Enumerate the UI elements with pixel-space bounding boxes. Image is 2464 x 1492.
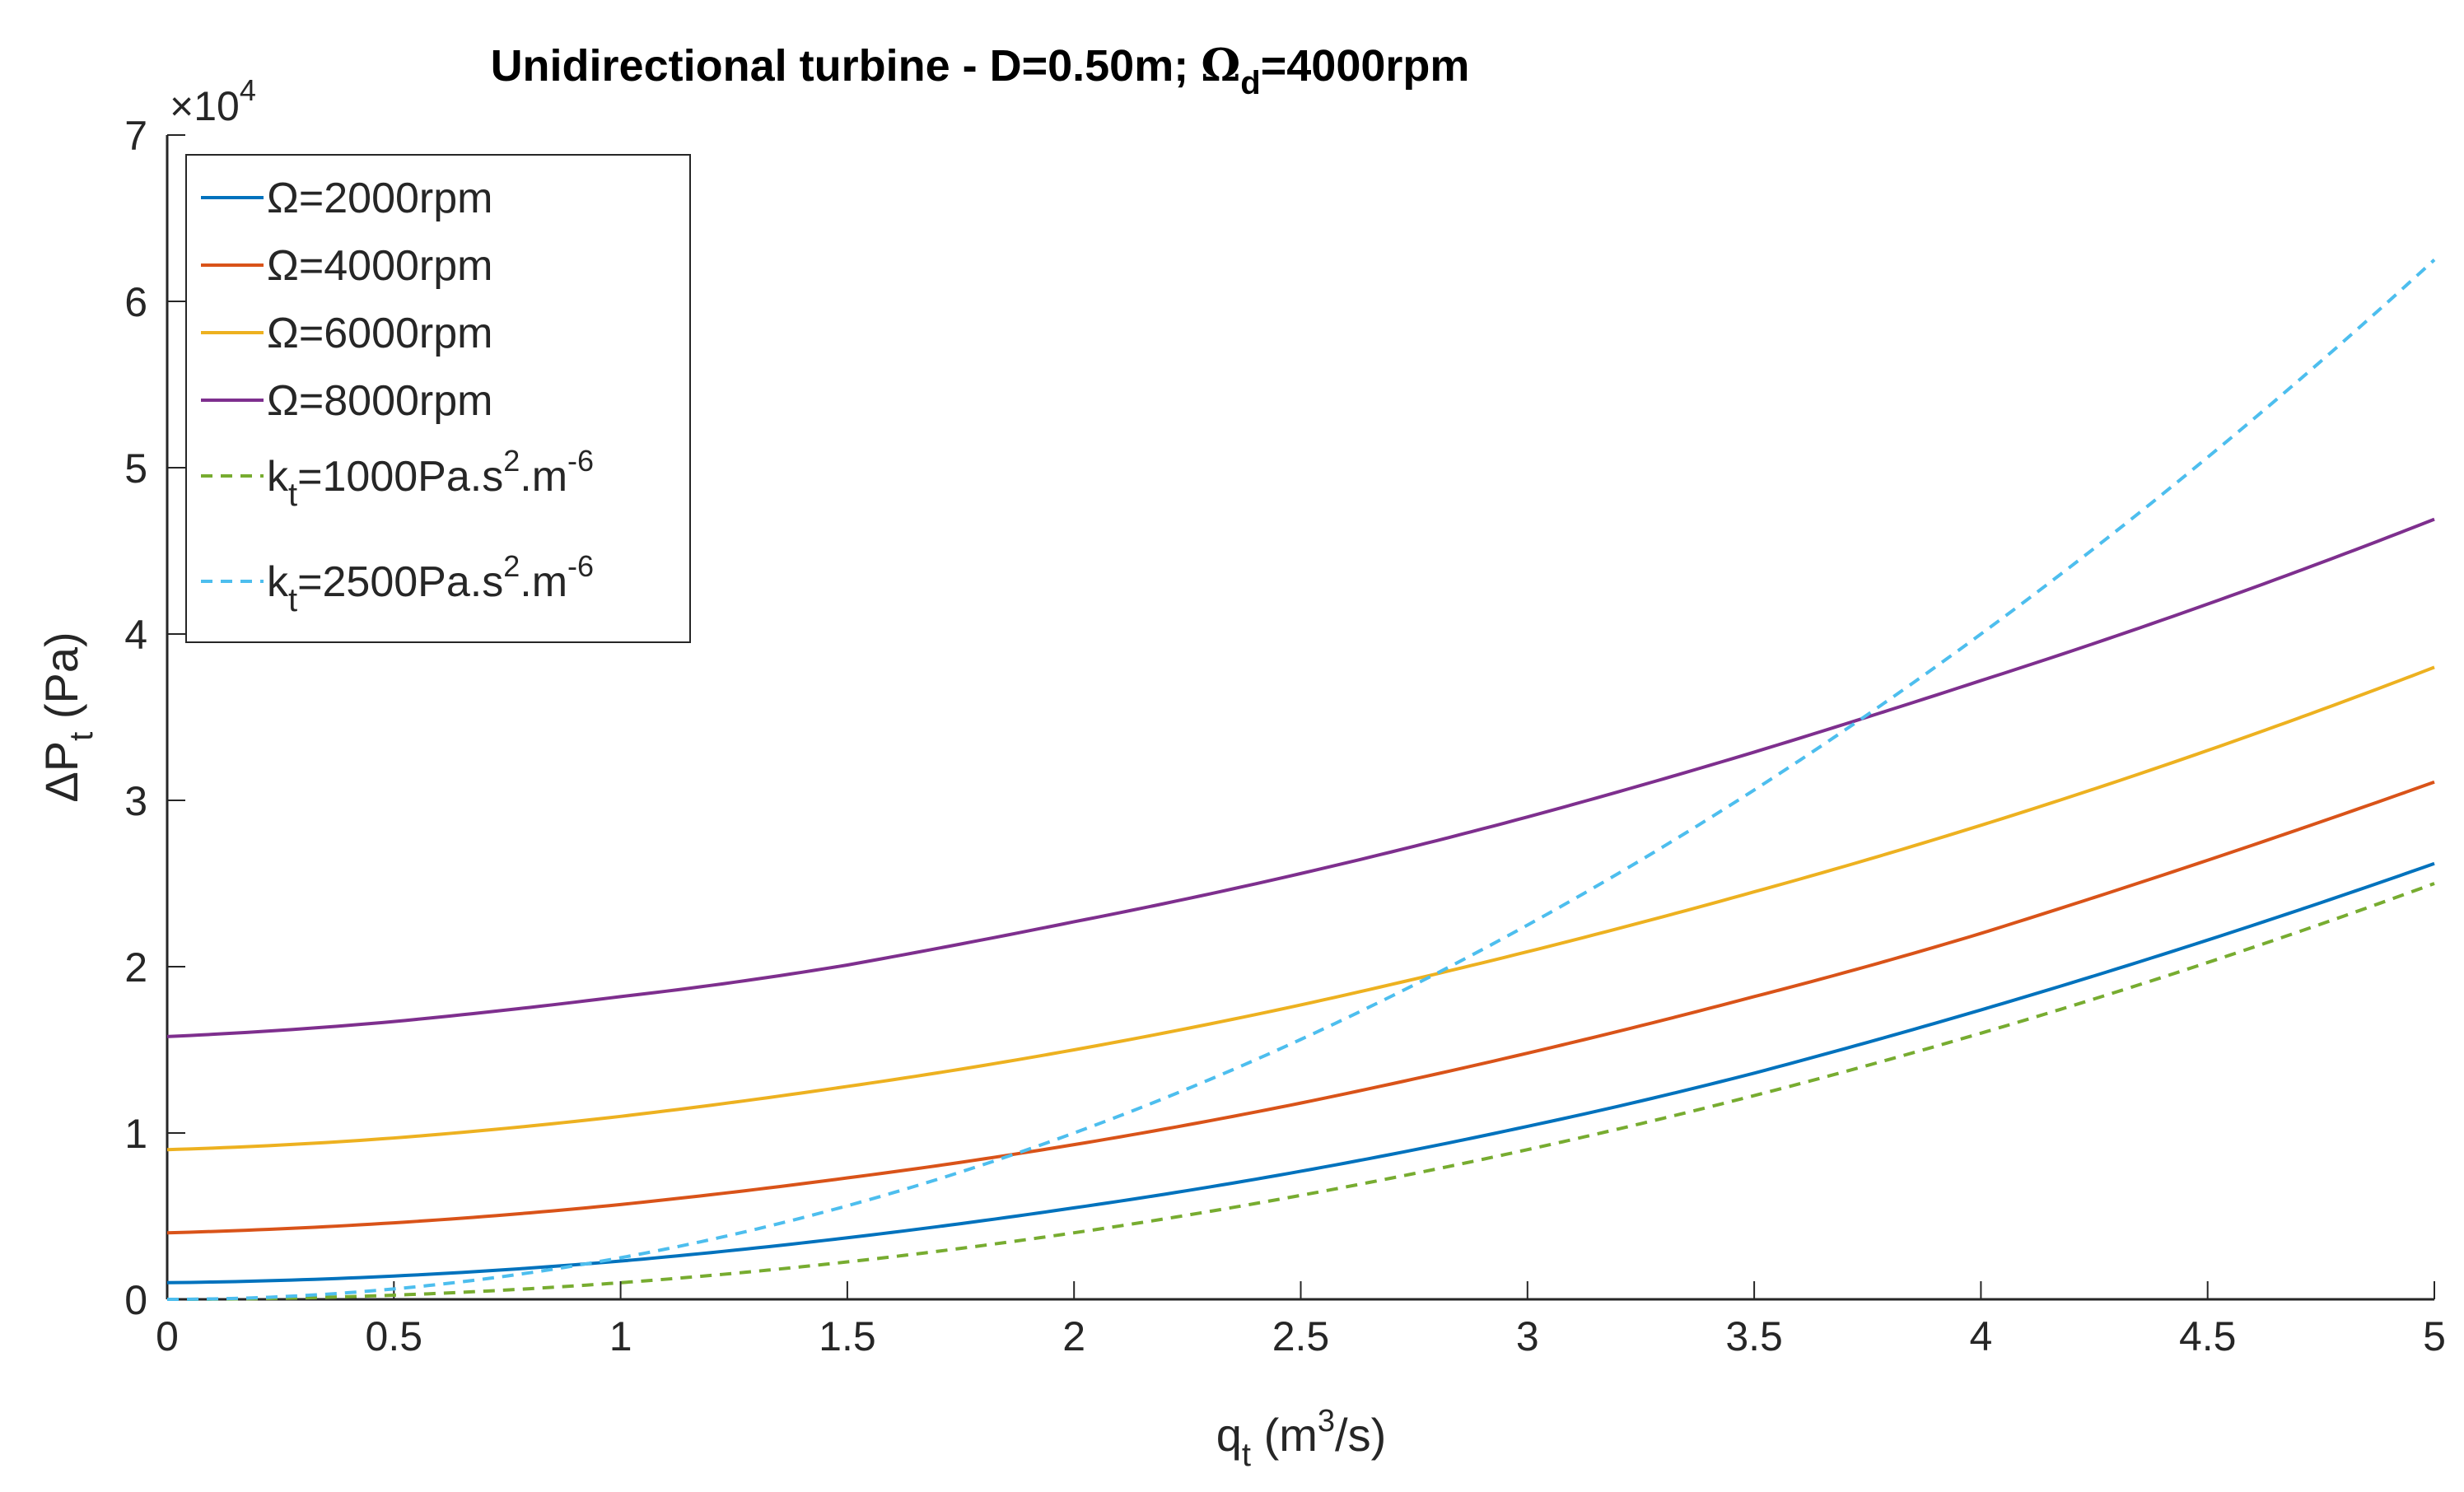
x-tick-label: 2 bbox=[1062, 1313, 1085, 1359]
x-tick-label: 3 bbox=[1516, 1313, 1539, 1359]
legend-label-6: kt=2500Pa.s2.m-6 bbox=[267, 549, 594, 618]
y-exponent-power: 4 bbox=[240, 73, 256, 107]
x-axis-title-mid: (m bbox=[1251, 1409, 1318, 1461]
y-exponent-label: ×104 bbox=[170, 73, 256, 129]
x-tick-label: 3.5 bbox=[1725, 1313, 1783, 1359]
title-omega-rest: =4000rpm bbox=[1261, 41, 1470, 91]
legend-label-3: Ω=6000rpm bbox=[267, 310, 492, 357]
series-line-6 bbox=[166, 259, 2436, 1301]
x-ticks: 0 0.5 1 1.5 2 2.5 3 3.5 4 4.5 5 bbox=[156, 1281, 2446, 1359]
series-line-4 bbox=[166, 517, 2435, 1038]
y-axis-title: ΔPt (Pa) bbox=[35, 632, 100, 802]
y-exponent-base: ×10 bbox=[170, 83, 240, 129]
x-tick-label: 0.5 bbox=[366, 1313, 423, 1359]
x-tick-label: 1.5 bbox=[819, 1313, 876, 1359]
legend-label-5: kt=1000Pa.s2.m-6 bbox=[267, 444, 594, 513]
y-ticks: 0 1 2 3 4 5 6 7 bbox=[124, 113, 185, 1323]
y-axis-title-main: ΔP bbox=[35, 741, 87, 803]
series-line-2 bbox=[166, 780, 2435, 1235]
y-tick-label: 6 bbox=[124, 279, 147, 325]
x-tick-label: 2.5 bbox=[1272, 1313, 1330, 1359]
legend-label-1: Ω=2000rpm bbox=[267, 175, 492, 222]
x-tick-label: 5 bbox=[2423, 1313, 2446, 1359]
x-tick-label: 0 bbox=[156, 1313, 179, 1359]
x-axis-title-main: q bbox=[1216, 1409, 1242, 1461]
y-tick-label: 2 bbox=[124, 944, 147, 991]
x-axis-title-subscript: t bbox=[1242, 1437, 1251, 1473]
y-tick-label: 4 bbox=[124, 612, 147, 658]
legend: Ω=2000rpm Ω=4000rpm Ω=6000rpm Ω=8000rpm kt=1… bbox=[185, 154, 691, 643]
x-axis-title: qt (m3/s) bbox=[1216, 1404, 1387, 1473]
y-tick-label: 0 bbox=[124, 1277, 147, 1323]
x-tick-label: 1 bbox=[609, 1313, 632, 1359]
title-omega-symbol: Ω bbox=[1201, 39, 1240, 91]
axes: 0 0.5 1 1.5 2 2.5 3 3.5 4 4.5 5 0 1 2 3 4 5 6 7 bbox=[124, 113, 2446, 1359]
y-axis-title-subscript: t bbox=[63, 732, 100, 741]
legend-box bbox=[185, 154, 691, 643]
y-tick-label: 3 bbox=[124, 778, 147, 824]
chart-title: Unidirectional turbine - D=0.50m; Ωd=400… bbox=[491, 39, 1470, 101]
series-lines bbox=[166, 259, 2436, 1301]
y-tick-label: 7 bbox=[124, 113, 147, 159]
title-omega-subscript: d bbox=[1240, 65, 1260, 101]
y-tick-label: 5 bbox=[124, 445, 147, 492]
y-tick-label: 1 bbox=[124, 1111, 147, 1157]
legend-label-4: Ω=8000rpm bbox=[267, 377, 492, 425]
legend-label-2: Ω=4000rpm bbox=[267, 242, 492, 290]
x-tick-label: 4 bbox=[1969, 1313, 1992, 1359]
series-line-1 bbox=[166, 861, 2435, 1285]
y-axis-title-rest: (Pa) bbox=[35, 632, 87, 731]
x-tick-label: 4.5 bbox=[2179, 1313, 2237, 1359]
title-main: Unidirectional turbine - D=0.50m; bbox=[491, 41, 1202, 91]
series-line-5 bbox=[166, 882, 2435, 1301]
x-axis-title-rest: /s) bbox=[1335, 1409, 1386, 1461]
series-line-3 bbox=[166, 665, 2435, 1152]
x-axis-title-superscript: 3 bbox=[1318, 1404, 1335, 1438]
